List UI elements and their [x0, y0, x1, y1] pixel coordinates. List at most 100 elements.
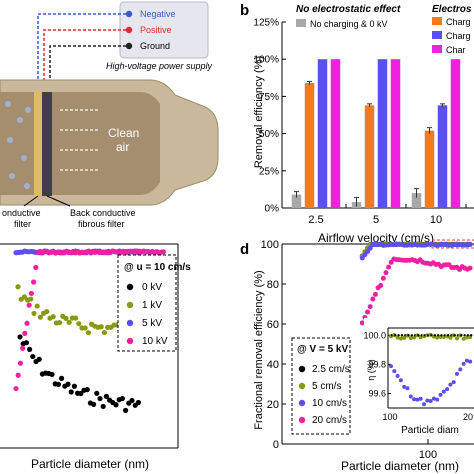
c-point	[55, 381, 62, 387]
c-legend-label: 5 kV	[142, 318, 162, 329]
legend-label-charg-1: Charg	[446, 17, 471, 27]
c-point	[91, 401, 97, 407]
b-ytick-label: 75%	[259, 92, 279, 103]
back-filter-label-1: Back conductive	[70, 208, 136, 218]
panel-b-letter: b	[240, 2, 249, 19]
c-legend-label: 10 kV	[142, 336, 168, 347]
d-inset-ytick-label: 100.0	[363, 330, 386, 340]
c-point	[49, 371, 55, 378]
c-point	[22, 330, 28, 336]
chart-c: Particle diameter (nm) @ u = 10 cm/s 0 k…	[0, 243, 191, 471]
power-supply-caption: High-voltage power supply	[106, 61, 213, 71]
d-inset-point	[415, 397, 420, 402]
d-inset-ytick-label: 99.8	[368, 359, 386, 369]
ground-terminal-icon	[125, 42, 133, 50]
d-zoom-box	[431, 239, 474, 249]
b-ytick-label: 25%	[259, 166, 279, 177]
d-inset-point	[431, 396, 436, 401]
d-inset-ytick-label: 99.6	[368, 388, 386, 398]
c-point	[98, 324, 104, 330]
d-inset-point	[440, 334, 443, 337]
d-inset-point	[446, 334, 450, 337]
d-inset-xlabel: Particle diam	[401, 425, 459, 436]
d-point	[380, 275, 386, 281]
d-inset-point	[451, 380, 456, 385]
d-inset-point	[397, 334, 400, 337]
particles	[5, 101, 31, 189]
d-legend-marker	[298, 382, 306, 390]
d-xtick-label: 100	[419, 449, 437, 461]
d-inset-point	[392, 369, 397, 374]
d-inset-point	[389, 364, 393, 369]
d-inset-point	[463, 334, 466, 337]
clean-air-label-1: Clean	[108, 126, 139, 140]
d-point	[367, 304, 373, 310]
d-inset-point	[438, 392, 443, 397]
c-point	[63, 315, 69, 321]
d-inset-point	[435, 335, 440, 340]
d-xlabel: Particle diameter (nm)	[341, 459, 459, 473]
d-point	[386, 264, 392, 270]
c-legend-marker	[126, 283, 134, 291]
d-legend-marker	[298, 399, 306, 407]
d-inset-point	[464, 358, 469, 363]
c-legend-marker	[126, 337, 134, 345]
d-inset-point	[418, 396, 423, 401]
schematic-panel: Negative Positive Ground High-voltage po…	[0, 1, 219, 229]
back-filter-pointer	[46, 195, 71, 207]
c-point	[65, 381, 71, 387]
group-title-no-electrostatic: No electrostatic effect	[296, 4, 401, 15]
d-inset-point	[395, 335, 400, 340]
c-point	[34, 303, 40, 309]
d-point	[359, 320, 365, 326]
b-bar	[424, 130, 435, 208]
d-inset-point	[408, 394, 413, 399]
c-point	[27, 346, 33, 352]
c-point	[94, 390, 100, 396]
b-bar	[390, 59, 401, 209]
c-point	[66, 319, 72, 325]
c-point	[119, 395, 125, 402]
d-legend-title: @ V = 5 kV	[297, 344, 348, 355]
d-inset-point	[441, 389, 446, 394]
d-inset-point	[464, 335, 469, 340]
d-ytick-label: 80	[267, 279, 279, 291]
d-inset-point	[460, 334, 463, 337]
c-point	[84, 387, 90, 393]
d-point	[383, 270, 389, 276]
front-filter-label-1: onductive	[2, 208, 41, 218]
b-ytick-label: 100%	[253, 55, 279, 66]
d-inset-point	[417, 334, 420, 337]
c-point	[23, 340, 29, 346]
c-point	[101, 329, 107, 336]
d-point	[370, 296, 376, 302]
c-point	[50, 314, 56, 320]
c-point	[26, 302, 32, 308]
back-filter-label-2: fibrous filter	[78, 219, 125, 229]
c-point	[103, 393, 109, 399]
d-point	[467, 265, 473, 271]
d-inset-point	[448, 382, 453, 387]
d-inset-point	[461, 336, 466, 341]
b-ytick-label: 0%	[265, 204, 280, 215]
d-inset-point	[468, 359, 473, 364]
c-xlabel: Particle diameter (nm)	[31, 457, 149, 471]
c-point	[15, 372, 21, 378]
c-point	[28, 290, 34, 297]
legend-label-charg-3: Char	[446, 45, 466, 55]
c-point	[160, 249, 166, 255]
c-point	[17, 334, 23, 340]
d-legend-label: 2.5 cm/s	[312, 364, 350, 375]
legend-swatch-charg-1	[432, 17, 442, 25]
d-inset-point	[453, 334, 456, 337]
d-inset-point	[412, 397, 417, 402]
b-xtick-label: 2.5	[308, 214, 323, 226]
d-ytick-label: 40	[267, 359, 279, 371]
positive-wire	[43, 29, 126, 92]
ground-wire	[49, 45, 126, 92]
d-inset-point	[422, 402, 426, 407]
d-inset-ylabel: η (%)	[366, 359, 376, 381]
d-inset-point	[407, 334, 410, 337]
c-point	[31, 310, 37, 317]
b-xlabel: Airflow velocity (cm/s)	[318, 231, 434, 245]
